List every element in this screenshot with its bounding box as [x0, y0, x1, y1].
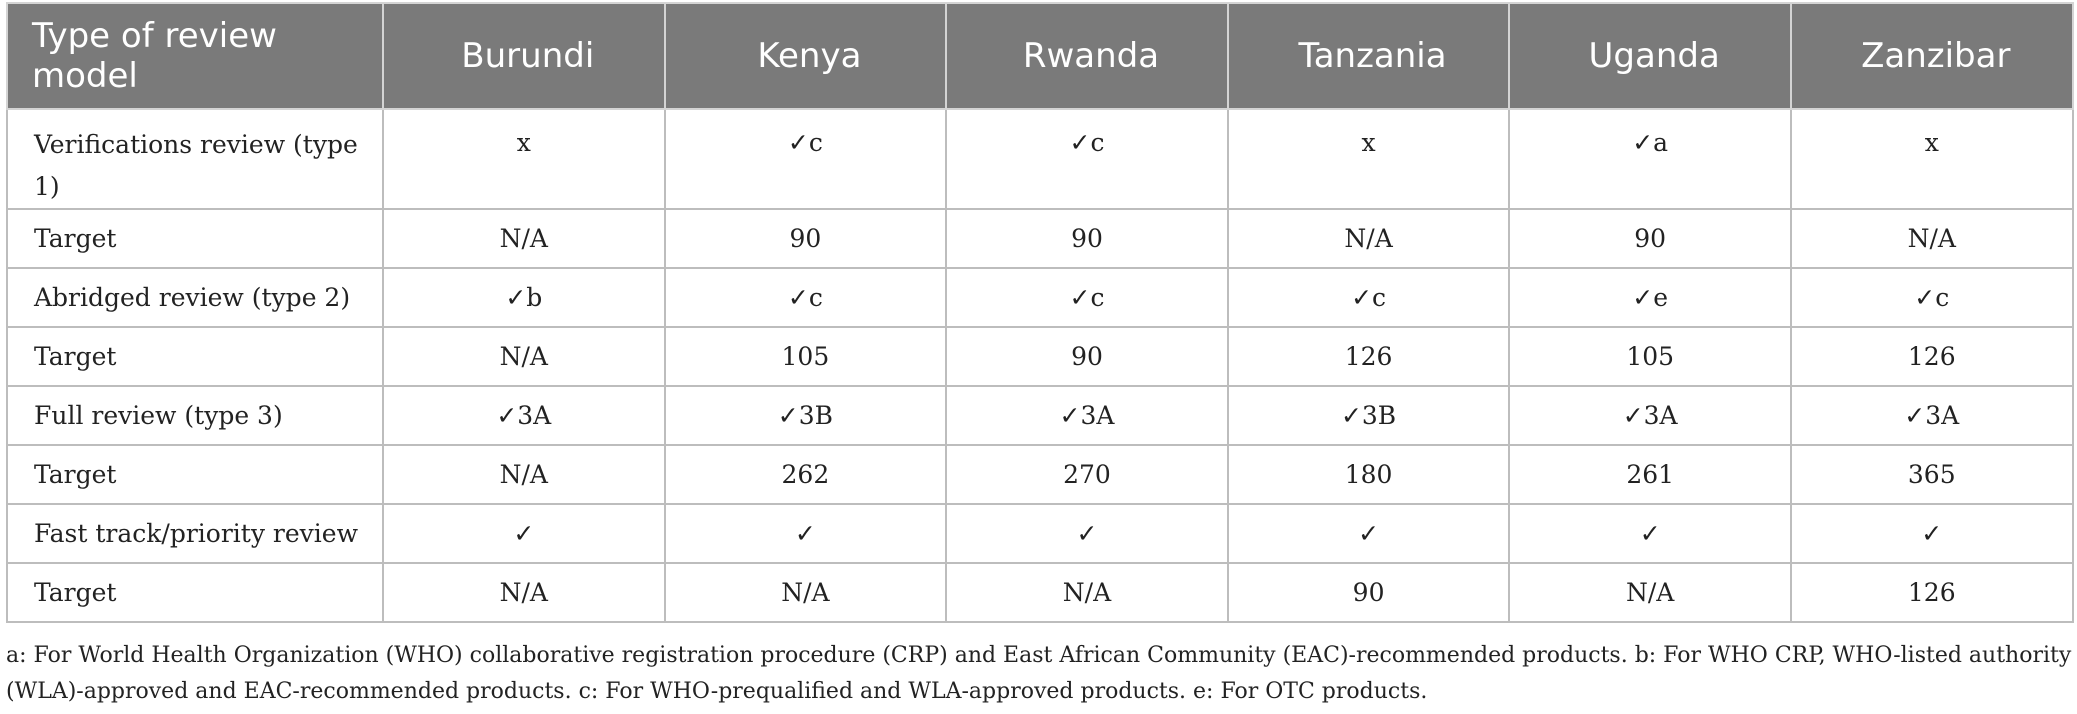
table-row: Full review (type 3) ✓3A ✓3B ✓3A ✓3B ✓3A ✓3A — [6, 385, 2074, 446]
table-cell: 270 — [945, 444, 1229, 505]
table-cell: ✓c — [1789, 267, 2074, 328]
header-cell-tanzania: Tanzania — [1226, 2, 1511, 110]
table-cell: N/A — [663, 562, 948, 623]
table-cell: ✓c — [945, 108, 1229, 210]
header-cell-rwanda: Rwanda — [945, 2, 1229, 110]
table-cell: N/A — [1508, 562, 1792, 623]
row-label-cell: Target — [6, 562, 384, 623]
table-row: Fast track/priority review ✓ ✓ ✓ ✓ ✓ ✓ — [6, 503, 2074, 564]
header-cell-burundi: Burundi — [382, 2, 666, 110]
row-label-cell: Target — [6, 444, 384, 505]
header-cell-kenya: Kenya — [663, 2, 948, 110]
table-cell: 126 — [1226, 326, 1511, 387]
table-cell: ✓ — [1508, 503, 1792, 564]
table-cell: ✓c — [1226, 267, 1511, 328]
table-cell: N/A — [382, 326, 666, 387]
table-cell: ✓c — [945, 267, 1229, 328]
table-cell: 126 — [1789, 562, 2074, 623]
row-label-cell: Fast track/priority review — [6, 503, 384, 564]
table-cell: 261 — [1508, 444, 1792, 505]
table-cell: ✓ — [382, 503, 666, 564]
row-label-cell: Verifications review (type 1) — [6, 108, 384, 210]
table-row: Target N/A 90 90 N/A 90 N/A — [6, 208, 2074, 269]
table-body: Verifications review (type 1) x ✓c ✓c x ✓a x Ta… — [6, 108, 2074, 623]
table-cell: ✓ — [663, 503, 948, 564]
header-row: Type of review model Burundi Kenya Rwand… — [6, 2, 2074, 110]
table-cell: 90 — [1508, 208, 1792, 269]
table-row: Target N/A 105 90 126 105 126 — [6, 326, 2074, 387]
table-cell: ✓ — [1226, 503, 1511, 564]
header-cell-uganda: Uganda — [1508, 2, 1792, 110]
table-cell: ✓a — [1508, 108, 1792, 210]
table-cell: 126 — [1789, 326, 2074, 387]
table-cell: 90 — [1226, 562, 1511, 623]
table-cell: ✓3A — [945, 385, 1229, 446]
table-cell: ✓3B — [1226, 385, 1511, 446]
row-label-cell: Target — [6, 208, 384, 269]
review-model-table-container: Type of review model Burundi Kenya Rwand… — [6, 2, 2074, 623]
table-cell: ✓c — [663, 267, 948, 328]
table-cell: 90 — [663, 208, 948, 269]
table-cell: N/A — [1226, 208, 1511, 269]
table-row: Verifications review (type 1) x ✓c ✓c x ✓a x — [6, 108, 2074, 210]
table-cell: ✓3A — [382, 385, 666, 446]
header-cell-review-model: Type of review model — [6, 2, 384, 110]
table-cell: ✓ — [945, 503, 1229, 564]
table-cell: N/A — [1789, 208, 2074, 269]
row-label-cell: Abridged review (type 2) — [6, 267, 384, 328]
table-row: Target N/A N/A N/A 90 N/A 126 — [6, 562, 2074, 623]
table-cell: 365 — [1789, 444, 2074, 505]
table-cell: 180 — [1226, 444, 1511, 505]
row-label-cell: Target — [6, 326, 384, 387]
table-row: Target N/A 262 270 180 261 365 — [6, 444, 2074, 505]
header-cell-zanzibar: Zanzibar — [1789, 2, 2074, 110]
table-cell: 105 — [663, 326, 948, 387]
table-cell: N/A — [382, 208, 666, 269]
table-cell: N/A — [382, 562, 666, 623]
table-cell: ✓e — [1508, 267, 1792, 328]
table-cell: ✓3B — [663, 385, 948, 446]
table-cell: 90 — [945, 208, 1229, 269]
table-cell: x — [1226, 108, 1511, 210]
table-cell: ✓3A — [1508, 385, 1792, 446]
table-cell: 90 — [945, 326, 1229, 387]
table-cell: x — [1789, 108, 2074, 210]
table-row: Abridged review (type 2) ✓b ✓c ✓c ✓c ✓e ✓c — [6, 267, 2074, 328]
table-cell: 262 — [663, 444, 948, 505]
table-cell: ✓c — [663, 108, 948, 210]
table-cell: 105 — [1508, 326, 1792, 387]
table-header: Type of review model Burundi Kenya Rwand… — [6, 2, 2074, 110]
table-cell: ✓b — [382, 267, 666, 328]
table-cell: ✓3A — [1789, 385, 2074, 446]
review-model-table: Type of review model Burundi Kenya Rwand… — [6, 2, 2074, 623]
table-cell: N/A — [382, 444, 666, 505]
table-cell: N/A — [945, 562, 1229, 623]
table-cell: x — [382, 108, 666, 210]
table-footnote: a: For World Health Organization (WHO) c… — [6, 643, 2072, 704]
row-label-cell: Full review (type 3) — [6, 385, 384, 446]
table-cell: ✓ — [1789, 503, 2074, 564]
